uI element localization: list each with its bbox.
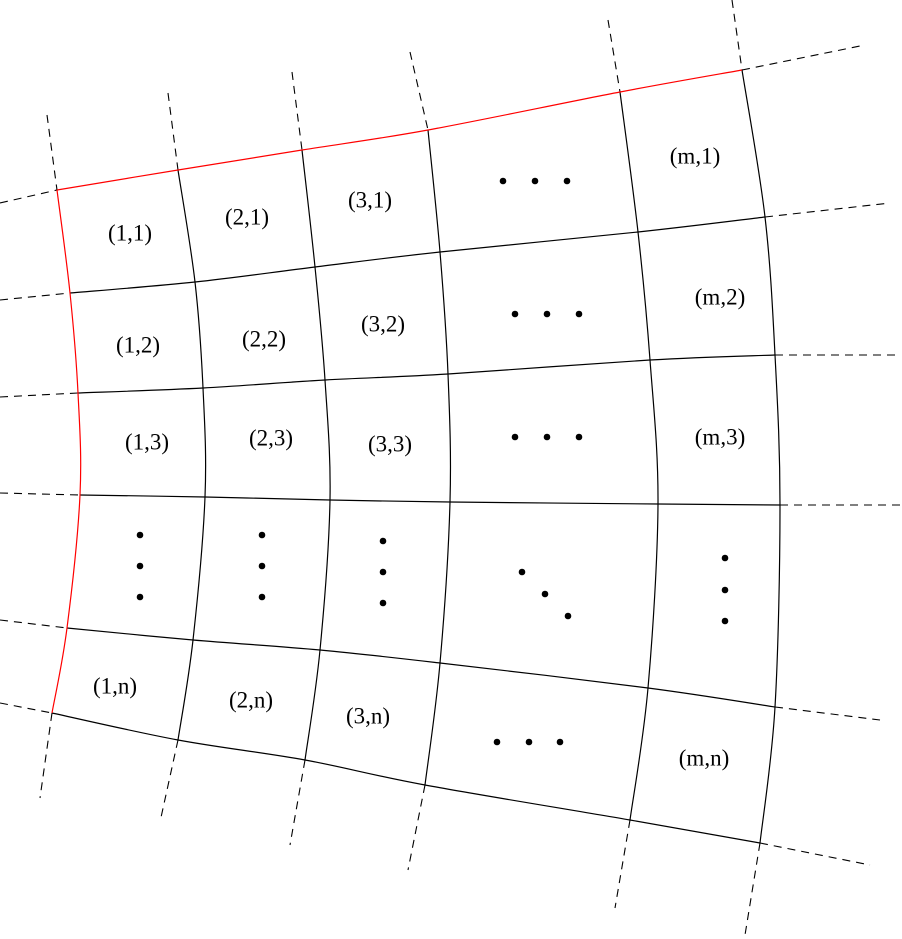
label-1-1: (1,1) xyxy=(108,220,152,245)
ellipsis-dot xyxy=(556,738,564,746)
column-extension-top xyxy=(731,0,743,71)
row-extension-right xyxy=(774,706,881,721)
boundary-row-line xyxy=(56,69,743,191)
ellipsis-dot xyxy=(511,310,519,318)
ellipsis-dot xyxy=(531,177,539,185)
label-1-2: (1,2) xyxy=(116,332,160,357)
label-1-n: (1,n) xyxy=(93,673,137,698)
row-extension-left xyxy=(0,189,58,204)
ellipsis-dot xyxy=(136,562,144,570)
column-extension-bottom xyxy=(39,712,53,799)
grid-column-line xyxy=(424,129,452,786)
row-extension-left xyxy=(0,619,68,629)
ellipsis-dot xyxy=(379,599,387,607)
label-3-1: (3,1) xyxy=(348,187,392,212)
ellipsis-dot xyxy=(258,593,266,601)
label-m-3: (m,3) xyxy=(695,424,745,449)
row-extension-left xyxy=(0,702,53,714)
ellipsis-dot xyxy=(541,590,549,598)
column-extension-bottom xyxy=(407,784,426,871)
grid-row-line xyxy=(69,216,766,294)
grid-lines xyxy=(51,69,781,844)
ellipsis-dot xyxy=(721,617,729,625)
column-extension-top xyxy=(607,19,621,93)
grid-column-line xyxy=(177,169,207,741)
ellipsis-dot xyxy=(136,593,144,601)
column-extension-bottom xyxy=(614,819,631,909)
ellipsis-dot xyxy=(499,177,507,185)
row-extension-right xyxy=(759,842,871,866)
column-extension-top xyxy=(46,114,58,191)
ellipsis-dot xyxy=(258,531,266,539)
boundary-column-line xyxy=(51,189,82,714)
label-2-3: (2,3) xyxy=(249,425,293,450)
row-extension-left xyxy=(0,392,79,398)
ellipsis-dot xyxy=(379,568,387,576)
label-3-n: (3,n) xyxy=(346,703,390,728)
ellipsis-dot xyxy=(493,738,501,746)
ellipsis-dot xyxy=(721,554,729,562)
column-extension-top xyxy=(167,92,179,171)
label-m-n: (m,n) xyxy=(679,745,729,770)
column-extension-bottom xyxy=(159,739,179,823)
column-extension-bottom xyxy=(289,759,306,846)
grid-column-line xyxy=(741,69,781,844)
label-2-n: (2,n) xyxy=(229,687,273,712)
row-extension-right xyxy=(741,44,866,71)
ellipsis-dot xyxy=(543,433,551,441)
label-2-2: (2,2) xyxy=(242,326,286,351)
ellipsis-dot xyxy=(258,562,266,570)
ellipsis-dot xyxy=(543,310,551,318)
grid-row-line xyxy=(51,712,761,844)
ellipsis-dot xyxy=(511,433,519,441)
ellipsis-dot xyxy=(136,531,144,539)
grid-column-line xyxy=(619,91,659,821)
ellipsis-dots xyxy=(136,177,729,746)
label-3-2: (3,2) xyxy=(361,311,405,336)
grid-row-line xyxy=(79,494,781,506)
column-extension-bottom xyxy=(744,842,761,936)
ellipsis-dot xyxy=(564,612,572,620)
ellipsis-dot xyxy=(575,433,583,441)
row-extension-right xyxy=(764,202,891,218)
label-m-1: (m,1) xyxy=(670,143,720,168)
ellipsis-dot xyxy=(518,568,526,576)
grid-column-line xyxy=(301,149,331,761)
grid-row-line xyxy=(77,354,776,394)
label-2-1: (2,1) xyxy=(225,204,269,229)
column-extension-top xyxy=(409,51,429,131)
label-1-3: (1,3) xyxy=(125,429,169,454)
row-extension-left xyxy=(0,492,81,496)
label-3-3: (3,3) xyxy=(368,431,412,456)
ellipsis-dot xyxy=(575,310,583,318)
ellipsis-dot xyxy=(721,586,729,594)
ellipsis-dot xyxy=(563,177,571,185)
label-m-2: (m,2) xyxy=(695,284,745,309)
grid-row-line xyxy=(66,627,776,708)
row-extension-left xyxy=(0,292,71,301)
column-extension-top xyxy=(291,71,303,151)
cell-labels: (1,1) (2,1) (3,1) (m,1) (1,2) (2,2) (3,2… xyxy=(93,143,745,770)
ellipsis-dot xyxy=(379,537,387,545)
ellipsis-dot xyxy=(525,738,533,746)
boundary-lines xyxy=(51,69,743,714)
